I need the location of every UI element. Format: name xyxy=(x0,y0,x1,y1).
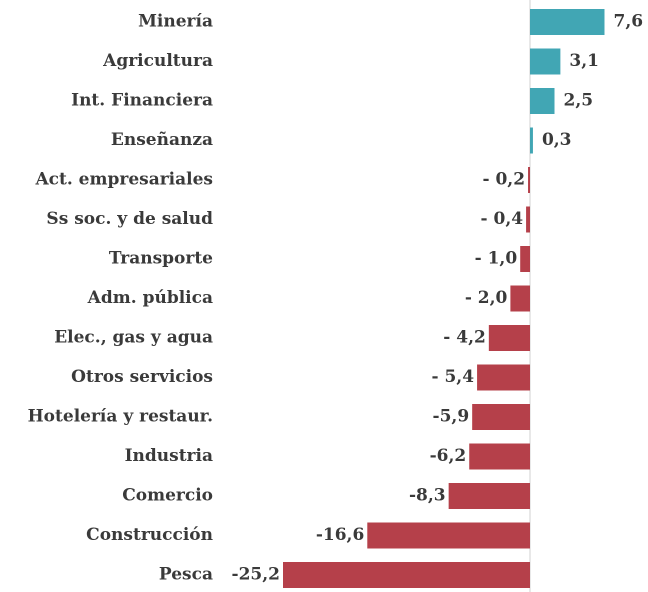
bar xyxy=(283,562,530,588)
bar xyxy=(530,88,555,114)
bar xyxy=(448,483,530,509)
bar xyxy=(528,167,530,193)
category-label: Industria xyxy=(125,446,213,466)
bar xyxy=(367,522,530,549)
bar xyxy=(469,443,530,470)
category-label: Adm. pública xyxy=(87,288,213,308)
category-label: Comercio xyxy=(122,486,213,506)
category-label: Agricultura xyxy=(102,51,213,71)
category-label: Hotelería y restaur. xyxy=(28,407,213,427)
bar xyxy=(510,285,530,312)
category-label: Enseñanza xyxy=(111,130,213,150)
category-label: Construcción xyxy=(86,525,213,545)
value-label: 0,3 xyxy=(542,130,572,150)
category-label: Int. Financiera xyxy=(71,91,213,111)
value-label: - 5,4 xyxy=(432,367,475,387)
value-label: -25,2 xyxy=(232,565,280,585)
category-label: Transporte xyxy=(109,249,213,269)
value-label: - 1,0 xyxy=(475,249,518,269)
bar xyxy=(477,364,530,391)
bar xyxy=(488,325,530,351)
category-label: Act. empresariales xyxy=(34,170,213,190)
bar xyxy=(530,127,533,154)
value-label: - 4,2 xyxy=(443,328,486,348)
bar xyxy=(530,48,561,75)
category-label: Ss soc. y de salud xyxy=(46,209,213,229)
value-label: -5,9 xyxy=(433,407,470,427)
bar xyxy=(472,404,530,430)
value-label: -8,3 xyxy=(409,486,446,506)
value-label: - 0,4 xyxy=(481,209,524,229)
value-label: 3,1 xyxy=(569,51,599,71)
category-label: Elec., gas y agua xyxy=(54,328,213,348)
value-label: - 0,2 xyxy=(482,170,525,190)
value-label: -6,2 xyxy=(430,446,467,466)
value-label: 7,6 xyxy=(613,12,643,32)
bar xyxy=(520,246,530,272)
category-label: Pesca xyxy=(159,565,213,585)
bar xyxy=(530,9,605,35)
category-label: Minería xyxy=(138,12,213,32)
bar xyxy=(526,206,530,233)
value-label: - 2,0 xyxy=(465,288,508,308)
category-label: Otros servicios xyxy=(71,367,213,387)
value-label: -16,6 xyxy=(316,525,364,545)
value-label: 2,5 xyxy=(564,91,594,111)
